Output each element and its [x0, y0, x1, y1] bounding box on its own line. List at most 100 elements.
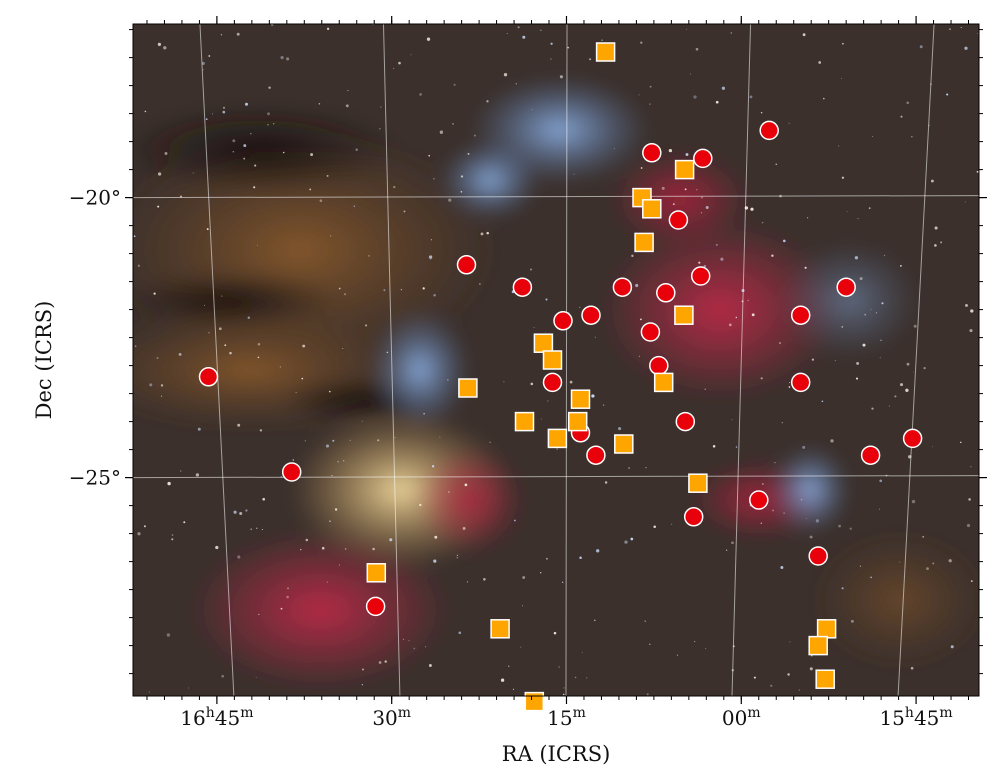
star: [195, 473, 200, 477]
square-marker-16: [366, 563, 387, 583]
star: [361, 684, 364, 686]
star: [809, 667, 813, 671]
circle-marker-8: [581, 305, 601, 325]
star: [166, 633, 171, 637]
star: [645, 467, 647, 469]
star: [419, 503, 422, 507]
star: [137, 264, 141, 267]
star: [567, 46, 570, 49]
star: [948, 559, 952, 563]
star: [968, 498, 971, 501]
star: [343, 293, 347, 296]
star: [420, 491, 422, 493]
square-marker-13: [614, 434, 634, 454]
circle-marker-11: [640, 322, 661, 342]
circle-marker-5: [542, 372, 563, 393]
star: [433, 178, 435, 180]
star: [789, 382, 791, 384]
star: [932, 562, 935, 565]
star: [464, 483, 468, 487]
star: [514, 519, 516, 522]
star: [788, 122, 790, 125]
star: [631, 254, 634, 258]
circle-marker-0: [198, 367, 219, 387]
star: [668, 148, 673, 153]
star: [686, 28, 688, 30]
star: [310, 153, 314, 157]
star: [345, 104, 349, 108]
star: [770, 684, 773, 687]
star: [649, 643, 651, 645]
star: [439, 436, 441, 438]
star: [964, 201, 966, 203]
star: [304, 440, 306, 442]
star: [460, 175, 464, 178]
star: [239, 511, 243, 516]
circle-marker-25: [836, 277, 856, 297]
square-marker-18: [524, 691, 545, 712]
grid-line-ra-1: [382, 23, 401, 697]
star: [503, 73, 508, 77]
star: [922, 535, 925, 538]
star: [842, 42, 844, 45]
square-marker-0: [595, 42, 616, 62]
star: [635, 283, 639, 288]
star: [876, 312, 877, 314]
star: [332, 439, 335, 442]
star: [670, 523, 673, 525]
star: [221, 295, 223, 297]
star: [268, 86, 271, 89]
star: [646, 693, 649, 696]
star: [237, 423, 241, 427]
star: [426, 37, 431, 41]
star: [778, 342, 782, 345]
star: [389, 538, 393, 542]
star: [900, 265, 902, 267]
star: [447, 490, 450, 493]
star: [913, 324, 917, 328]
star: [362, 668, 364, 671]
x-tick-label-4: 15h45m: [879, 705, 952, 730]
star: [850, 619, 854, 623]
star: [540, 572, 542, 574]
star: [545, 557, 548, 560]
star: [649, 85, 652, 88]
star: [747, 299, 749, 302]
star: [180, 470, 182, 472]
star: [728, 323, 732, 327]
star: [402, 638, 405, 641]
star: [883, 254, 886, 257]
star: [783, 512, 785, 514]
star: [522, 35, 526, 39]
star: [696, 189, 698, 191]
star: [970, 580, 973, 583]
star: [864, 313, 867, 316]
star: [512, 688, 515, 690]
star: [906, 101, 910, 105]
star: [731, 541, 734, 545]
star: [716, 244, 718, 246]
star: [760, 522, 762, 524]
star: [221, 674, 225, 678]
star: [343, 460, 345, 462]
star: [640, 41, 643, 44]
star: [486, 100, 489, 103]
star: [305, 538, 309, 542]
star: [562, 693, 565, 696]
square-marker-10: [547, 428, 568, 449]
star: [462, 526, 466, 530]
star: [721, 86, 726, 90]
star: [701, 196, 703, 199]
star: [483, 577, 486, 581]
star: [428, 255, 433, 259]
star: [720, 257, 724, 261]
star: [854, 256, 859, 260]
square-marker-21: [815, 669, 835, 689]
star: [871, 407, 874, 410]
star: [330, 235, 332, 237]
star: [960, 26, 962, 29]
star: [267, 112, 270, 116]
star: [846, 211, 848, 213]
star: [550, 58, 552, 60]
star: [934, 226, 938, 230]
